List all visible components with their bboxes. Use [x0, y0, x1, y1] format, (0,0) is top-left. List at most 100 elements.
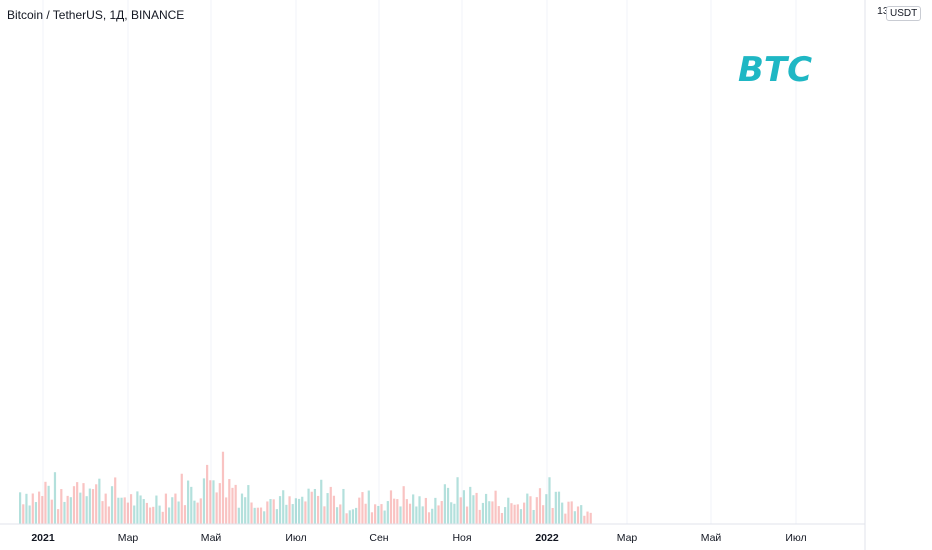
volume-bar	[225, 497, 228, 524]
volume-bar	[586, 511, 589, 524]
volume-bar	[152, 506, 155, 524]
volume-bar	[336, 507, 339, 524]
volume-bar	[348, 510, 351, 524]
volume-bar	[126, 502, 129, 524]
volume-bar	[310, 491, 313, 524]
volume-bar	[475, 492, 478, 524]
volume-bar	[247, 485, 250, 524]
volume-bar	[272, 499, 275, 524]
volume-bar	[107, 506, 110, 524]
volume-bar	[529, 496, 532, 524]
y-tick-label: 13	[877, 5, 889, 17]
volume-bar	[234, 484, 237, 524]
x-tick-label: Ноя	[452, 532, 471, 544]
volume-bar	[412, 494, 415, 524]
volume-bar	[380, 504, 383, 524]
volume-bar	[288, 496, 291, 524]
volume-bar	[316, 495, 320, 524]
volume-bar	[269, 499, 272, 524]
volume-bar	[484, 493, 488, 524]
x-tick-label: 2022	[535, 532, 559, 544]
volume-bar	[196, 502, 199, 524]
volume-bar	[212, 480, 215, 524]
volume-bar	[53, 472, 57, 524]
volume-bar	[576, 506, 580, 524]
volume-bar	[291, 504, 294, 524]
volume-bar	[459, 497, 462, 524]
volume-bar	[206, 464, 209, 524]
volume-bar	[174, 493, 177, 524]
volume-bar	[19, 492, 22, 524]
volume-bar	[85, 496, 88, 524]
volume-bar	[142, 499, 145, 524]
volume-bar	[358, 497, 361, 524]
volume-bar	[218, 483, 221, 524]
volume-bar	[440, 501, 443, 524]
volume-bar	[199, 498, 202, 524]
volume-bar	[250, 502, 253, 524]
volume-bar	[542, 505, 545, 524]
volume-bar	[434, 497, 437, 524]
volume-bar	[79, 492, 82, 524]
volume-bar	[462, 490, 465, 524]
volume-bar	[60, 489, 63, 524]
volume-bar	[221, 451, 225, 524]
volume-bar	[408, 503, 412, 524]
volume-bar	[424, 497, 427, 524]
volume-bar	[523, 502, 526, 524]
volume-bar	[355, 507, 358, 524]
volume-bar	[259, 507, 263, 524]
currency-badge[interactable]: USDT	[886, 6, 922, 21]
volume-bar	[171, 497, 174, 524]
volume-bar	[329, 486, 332, 524]
volume-bar	[326, 493, 329, 524]
volume-bar	[526, 493, 529, 524]
volume-bar	[57, 509, 60, 524]
volume-bar	[202, 478, 206, 524]
volume-bar	[28, 505, 31, 524]
volume-bar	[91, 489, 95, 524]
volume-bar	[567, 501, 570, 524]
volume-bar	[304, 501, 307, 524]
volume-bar	[117, 497, 120, 524]
volume-bar	[345, 513, 348, 524]
x-tick-label: Май	[201, 532, 222, 544]
volume-bar	[389, 490, 393, 524]
volume-bar	[342, 488, 345, 524]
volume-bar	[421, 506, 424, 524]
volume-bar	[50, 499, 53, 524]
volume-bar	[443, 484, 446, 524]
volume-bar	[583, 515, 586, 524]
volume-bar	[557, 491, 561, 524]
volume-bar	[516, 504, 519, 524]
x-tick-label: 2021	[31, 532, 55, 544]
x-tick-label: Сен	[369, 532, 388, 544]
volume-bar	[161, 511, 164, 524]
volume-bar	[554, 491, 557, 524]
volume-bar	[427, 512, 431, 524]
volume-bar	[129, 494, 133, 524]
volume-bar	[114, 477, 117, 524]
volume-bar	[504, 507, 507, 524]
volume-bar	[266, 501, 269, 524]
volume-bar	[548, 477, 551, 524]
volume-bar	[545, 494, 548, 524]
volume-bar	[589, 512, 592, 524]
volume-bar	[564, 513, 567, 524]
volume-bar	[313, 488, 317, 524]
volume-bar	[34, 502, 38, 524]
volume-bar	[31, 493, 34, 524]
volume-bar	[69, 497, 72, 524]
volume-bar	[44, 481, 47, 524]
volume-bar	[307, 488, 310, 524]
volume-bar	[244, 497, 247, 524]
volume-bar	[386, 501, 389, 524]
volume-bar	[535, 497, 538, 524]
volume-bar	[491, 501, 494, 524]
volume-bar	[240, 493, 244, 524]
volume-bar	[209, 480, 212, 524]
volume-bar	[155, 495, 158, 524]
volume-bar	[88, 488, 91, 524]
volume-bar	[98, 478, 101, 524]
